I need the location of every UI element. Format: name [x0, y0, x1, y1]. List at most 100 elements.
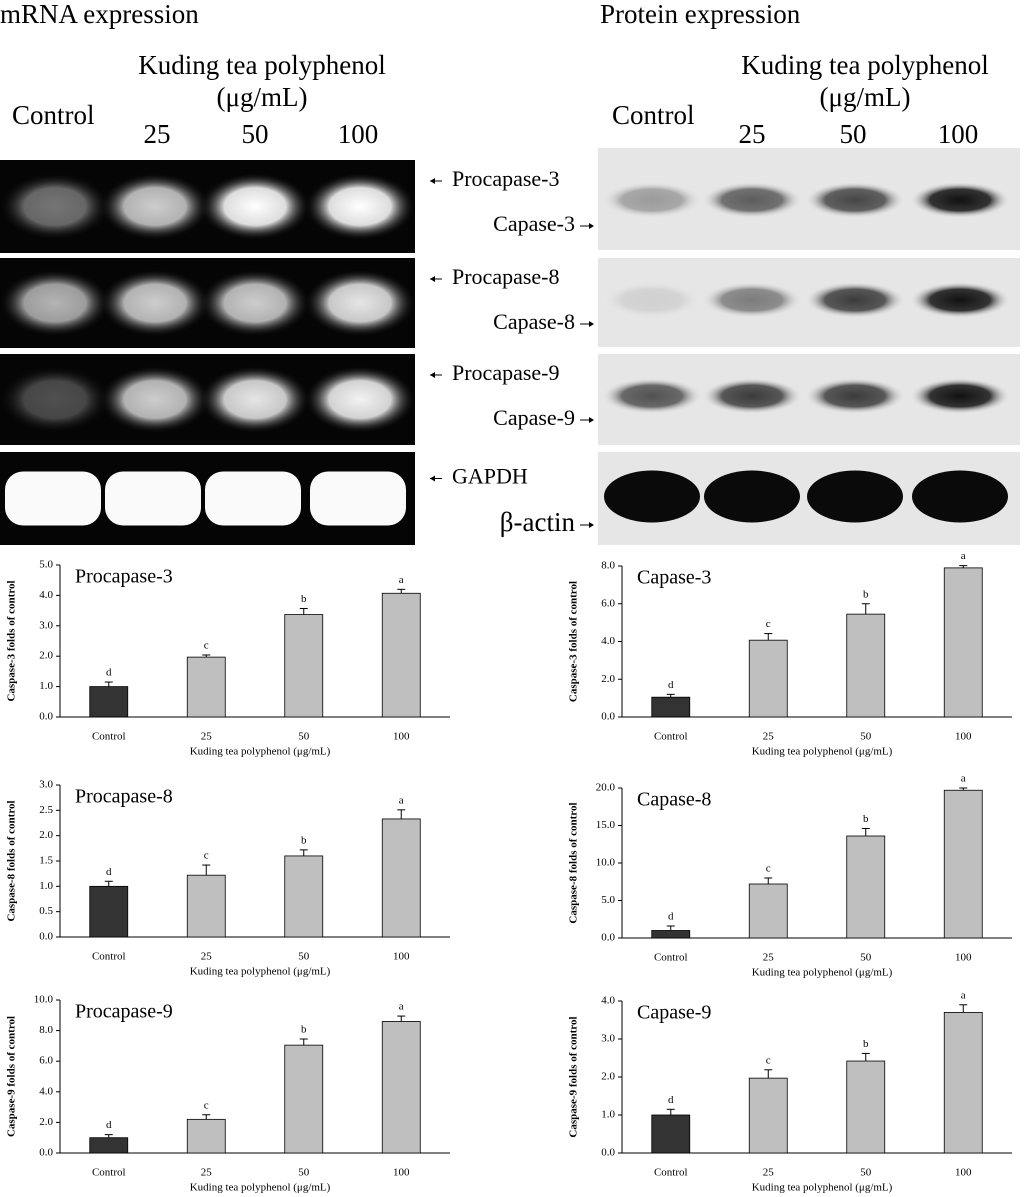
y-tick-label: 4.0 [39, 589, 53, 601]
significance-letter: a [399, 1001, 404, 1013]
y-tick-label: 6.0 [39, 1055, 53, 1067]
x-tick-label: 25 [201, 951, 213, 963]
y-tick-label: 0.0 [601, 1147, 615, 1159]
lane-label: Control [612, 100, 695, 130]
x-tick-label: Control [654, 1167, 688, 1179]
bar-chart: 0.0 2.0 4.0 6.0 8.0 10.0 d Control c 25 b 50 a 100 Pro… [6, 994, 450, 1194]
band-label: β-actin [500, 507, 576, 537]
gel-band [0, 365, 111, 434]
x-tick-label: 100 [955, 1167, 972, 1179]
gel-band [99, 269, 211, 337]
significance-letter: a [399, 794, 404, 806]
bar-chart: 0.0 2.0 4.0 6.0 8.0 d Control c 25 b 50 a 100 Capase-… [568, 550, 1012, 758]
x-tick-label: Control [654, 952, 688, 964]
gel-band [602, 378, 702, 414]
bar [651, 1114, 691, 1154]
gel-band [702, 182, 802, 218]
gel-band [805, 182, 905, 218]
chart-title: Procapase-9 [75, 1001, 173, 1023]
significance-letter: a [961, 989, 966, 1001]
bar [748, 883, 788, 939]
y-tick-label: 2.0 [39, 829, 53, 841]
arrow-head [589, 223, 594, 229]
significance-letter: d [668, 911, 674, 923]
y-tick-label: 8.0 [601, 560, 615, 572]
y-axis-label: Caspase-8 folds of control [6, 800, 18, 921]
bar [651, 930, 691, 939]
gel-band [805, 378, 905, 414]
panel-title: mRNA expression [0, 0, 199, 29]
y-tick-label: 6.0 [601, 597, 615, 609]
y-tick-label: 1.0 [39, 680, 53, 692]
lane-label: 50 [840, 119, 867, 149]
gel-band [910, 378, 1010, 414]
treatment-label: Kuding tea polyphenol [741, 50, 988, 80]
bar-chart: 0.0 1.0 2.0 3.0 4.0 5.0 d Control c 25 b 50 a 100 Proc… [6, 559, 450, 758]
bar [943, 789, 983, 939]
x-axis-label: Kuding tea polyphenol (μg/mL) [190, 746, 331, 758]
band-label: Procapase-8 [452, 264, 560, 289]
bar [651, 696, 691, 718]
gel-band [805, 282, 905, 318]
gel-band [912, 470, 1008, 523]
bar-chart: 0.0 0.5 1.0 1.5 2.0 2.5 3.0 d Control c 25 b 50 a 100 P… [6, 779, 450, 978]
y-tick-label: 10.0 [596, 857, 616, 869]
x-tick-label: 100 [955, 731, 972, 743]
x-tick-label: Control [654, 731, 688, 743]
gel-band [0, 269, 111, 337]
y-tick-label: 1.0 [601, 1109, 615, 1121]
y-tick-label: 3.0 [601, 1033, 615, 1045]
lane-label: 100 [938, 119, 979, 149]
significance-letter: b [863, 1038, 869, 1050]
x-tick-label: Control [92, 951, 126, 963]
y-tick-label: 5.0 [601, 894, 615, 906]
significance-letter: d [106, 866, 112, 878]
gel-band [910, 182, 1010, 218]
x-axis-label: Kuding tea polyphenol (μg/mL) [752, 967, 893, 979]
significance-letter: c [204, 1099, 209, 1111]
y-tick-label: 2.0 [39, 1116, 53, 1128]
bar [89, 686, 129, 718]
gel-band [602, 282, 702, 318]
lane-label: 100 [338, 119, 379, 149]
band-label: Procapase-9 [452, 360, 560, 385]
gel-band [0, 172, 111, 241]
chart-title: Capase-8 [637, 789, 711, 811]
significance-letter: b [301, 1024, 307, 1036]
y-tick-label: 15.0 [596, 819, 616, 831]
significance-letter: c [766, 1054, 771, 1066]
significance-letter: a [399, 574, 404, 586]
y-axis-label: Caspase-9 folds of control [6, 1016, 18, 1137]
gel-band [807, 470, 903, 523]
x-tick-label: 100 [393, 1167, 410, 1179]
y-axis-label: Caspase-3 folds of control [6, 580, 18, 701]
gel-band [105, 471, 201, 526]
significance-letter: d [106, 1119, 112, 1131]
bar [748, 1077, 788, 1154]
bar [186, 1118, 226, 1154]
gel-band [702, 378, 802, 414]
x-tick-label: 100 [393, 731, 410, 743]
bar [846, 1060, 886, 1154]
y-tick-label: 1.5 [39, 855, 53, 867]
y-axis-label: Caspase-3 folds of control [568, 581, 580, 702]
y-tick-label: 1.0 [39, 880, 53, 892]
y-tick-label: 4.0 [601, 635, 615, 647]
gel-band [310, 471, 406, 526]
significance-letter: c [204, 850, 209, 862]
significance-letter: d [668, 679, 674, 691]
gel-band [199, 365, 311, 434]
arrow-head [430, 178, 435, 184]
gel-section: mRNA expression Kuding tea polyphenol (μ… [0, 0, 989, 149]
gel-band [602, 182, 702, 218]
x-tick-label: 100 [955, 952, 972, 964]
y-tick-label: 5.0 [39, 559, 53, 571]
bar [748, 639, 788, 718]
y-tick-label: 0.0 [601, 932, 615, 944]
x-axis-label: Kuding tea polyphenol (μg/mL) [190, 1182, 331, 1194]
significance-letter: d [106, 667, 112, 679]
bar-chart: 0.0 5.0 10.0 15.0 20.0 d Control c 25 b 50 a 100 Capa… [568, 773, 1012, 979]
gel-band [910, 282, 1010, 318]
unit-label: (μg/mL) [820, 82, 911, 112]
x-tick-label: 100 [393, 951, 410, 963]
